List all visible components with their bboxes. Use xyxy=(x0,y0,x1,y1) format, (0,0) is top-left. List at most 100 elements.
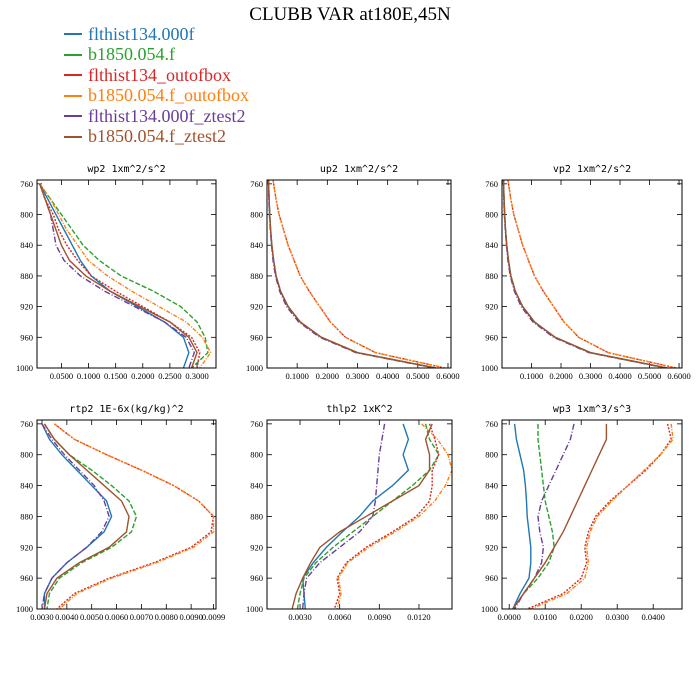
legend-entry: flthist134.000f xyxy=(64,24,249,45)
figure-title: CLUBB VAR at180E,45N xyxy=(249,4,451,25)
x-tick-label: 0.0200 xyxy=(570,612,593,622)
x-tick-label: 0.0040 xyxy=(55,612,78,622)
panel-title: wp3 1xm^3/s^3 xyxy=(553,404,631,415)
y-tick-label: 1000 xyxy=(16,363,33,373)
series-line xyxy=(301,423,410,609)
series-line xyxy=(39,183,196,368)
panel-title: up2 1xm^2/s^2 xyxy=(320,164,398,175)
y-tick-label: 1000 xyxy=(481,604,498,614)
x-tick-label: 0.5000 xyxy=(406,371,429,381)
y-tick-label: 800 xyxy=(250,450,263,460)
y-tick-label: 920 xyxy=(20,542,33,552)
y-tick-label: 840 xyxy=(250,481,263,491)
series-line xyxy=(39,183,190,368)
legend-label: flthist134.000f_ztest2 xyxy=(88,105,246,126)
x-tick-label: 0.0300 xyxy=(606,612,629,622)
y-tick-label: 920 xyxy=(250,542,263,552)
series-line xyxy=(336,423,452,609)
y-tick-label: 920 xyxy=(485,302,498,312)
y-tick-label: 960 xyxy=(20,332,33,342)
panel: wp3 1xm^3/s^3 760 800 840 880 920 960 10000.000… xyxy=(481,404,683,622)
plot-frame xyxy=(501,419,683,610)
series-line xyxy=(502,180,668,368)
x-tick-label: 0.0060 xyxy=(105,612,128,622)
series-line xyxy=(267,180,437,368)
series-line xyxy=(502,180,668,368)
series-line xyxy=(43,423,130,609)
y-tick-label: 920 xyxy=(485,542,498,552)
y-tick-label: 1000 xyxy=(246,604,263,614)
legend-label: b1850.054.f_outofbox xyxy=(88,85,249,106)
x-tick-label: 0.6000 xyxy=(667,371,690,381)
series-line xyxy=(39,183,212,368)
y-tick-label: 760 xyxy=(250,179,263,189)
y-tick-label: 880 xyxy=(20,271,33,281)
plot-frame xyxy=(266,419,453,610)
y-tick-label: 840 xyxy=(485,481,498,491)
y-tick-label: 880 xyxy=(250,271,263,281)
legend-entry: flthist134_outofbox xyxy=(64,65,249,86)
legend-label: b1850.054.f xyxy=(88,44,175,65)
panel-title: vp2 1xm^2/s^2 xyxy=(553,164,631,175)
series-line xyxy=(512,423,532,609)
series-line xyxy=(530,423,674,609)
y-tick-label: 840 xyxy=(20,481,33,491)
series-line xyxy=(502,180,668,368)
panel: thlp2 1xK^2 760 800 840 880 920 960 1000 0.0030 0… xyxy=(246,404,453,622)
x-tick-label: 0.0070 xyxy=(130,612,153,622)
series-line xyxy=(41,423,110,609)
series-line xyxy=(267,180,437,368)
panel: vp2 1xm^2/s^2 760 800 840 880 920 960 1000 0.100… xyxy=(481,164,691,381)
panel-title: rtp2 1E-6x(kg/kg)^2 xyxy=(69,404,183,415)
legend-swatch xyxy=(64,94,82,97)
series-line xyxy=(296,423,440,609)
y-tick-label: 840 xyxy=(20,240,33,250)
x-tick-label: 0.4000 xyxy=(376,371,399,381)
x-tick-label: 0.0099 xyxy=(202,612,225,622)
legend-label: flthist134_outofbox xyxy=(88,64,231,85)
panel: rtp2 1E-6x(kg/kg)^2 760 800 840 880 920 960 100… xyxy=(16,404,225,622)
plot-frame xyxy=(36,179,217,369)
x-tick-label: 0.0400 xyxy=(642,612,665,622)
x-tick-label: 0.3000 xyxy=(579,371,602,381)
legend-entry: flthist134.000f_ztest2 xyxy=(64,106,249,127)
y-tick-label: 880 xyxy=(250,511,263,521)
legend-swatch xyxy=(64,135,82,138)
y-tick-label: 840 xyxy=(250,240,263,250)
y-tick-label: 960 xyxy=(485,573,498,583)
series-line xyxy=(507,180,677,368)
y-tick-label: 840 xyxy=(485,240,498,250)
x-tick-label: 0.0500 xyxy=(50,371,73,381)
x-tick-label: 0.0080 xyxy=(155,612,178,622)
x-tick-label: 0.3000 xyxy=(185,371,208,381)
legend-swatch xyxy=(64,74,82,77)
y-tick-label: 920 xyxy=(20,302,33,312)
y-tick-label: 760 xyxy=(20,419,33,429)
y-tick-label: 1000 xyxy=(16,604,33,614)
panel-title: wp2 1xm^2/s^2 xyxy=(87,164,165,175)
series-line xyxy=(512,423,608,609)
series-line xyxy=(53,423,215,609)
y-tick-label: 880 xyxy=(485,511,498,521)
x-tick-label: 0.1000 xyxy=(77,371,100,381)
x-tick-label: 0.4000 xyxy=(608,371,631,381)
x-tick-label: 0.0030 xyxy=(288,612,311,622)
y-tick-label: 960 xyxy=(250,573,263,583)
y-tick-label: 1000 xyxy=(246,363,263,373)
y-tick-label: 800 xyxy=(250,210,263,220)
y-tick-label: 880 xyxy=(485,271,498,281)
legend-swatch xyxy=(64,115,82,118)
legend-entry: b1850.054.f_ztest2 xyxy=(64,126,249,148)
x-tick-label: 0.0000 xyxy=(498,612,521,622)
y-tick-label: 800 xyxy=(20,210,33,220)
panel-title: thlp2 1xK^2 xyxy=(326,404,392,415)
y-tick-label: 800 xyxy=(485,450,498,460)
series-line xyxy=(512,423,555,609)
y-tick-label: 760 xyxy=(485,419,498,429)
series-line xyxy=(301,423,386,609)
y-tick-label: 800 xyxy=(485,210,498,220)
legend-swatch xyxy=(64,53,82,56)
series-line xyxy=(39,183,209,368)
x-tick-label: 0.1500 xyxy=(104,371,127,381)
